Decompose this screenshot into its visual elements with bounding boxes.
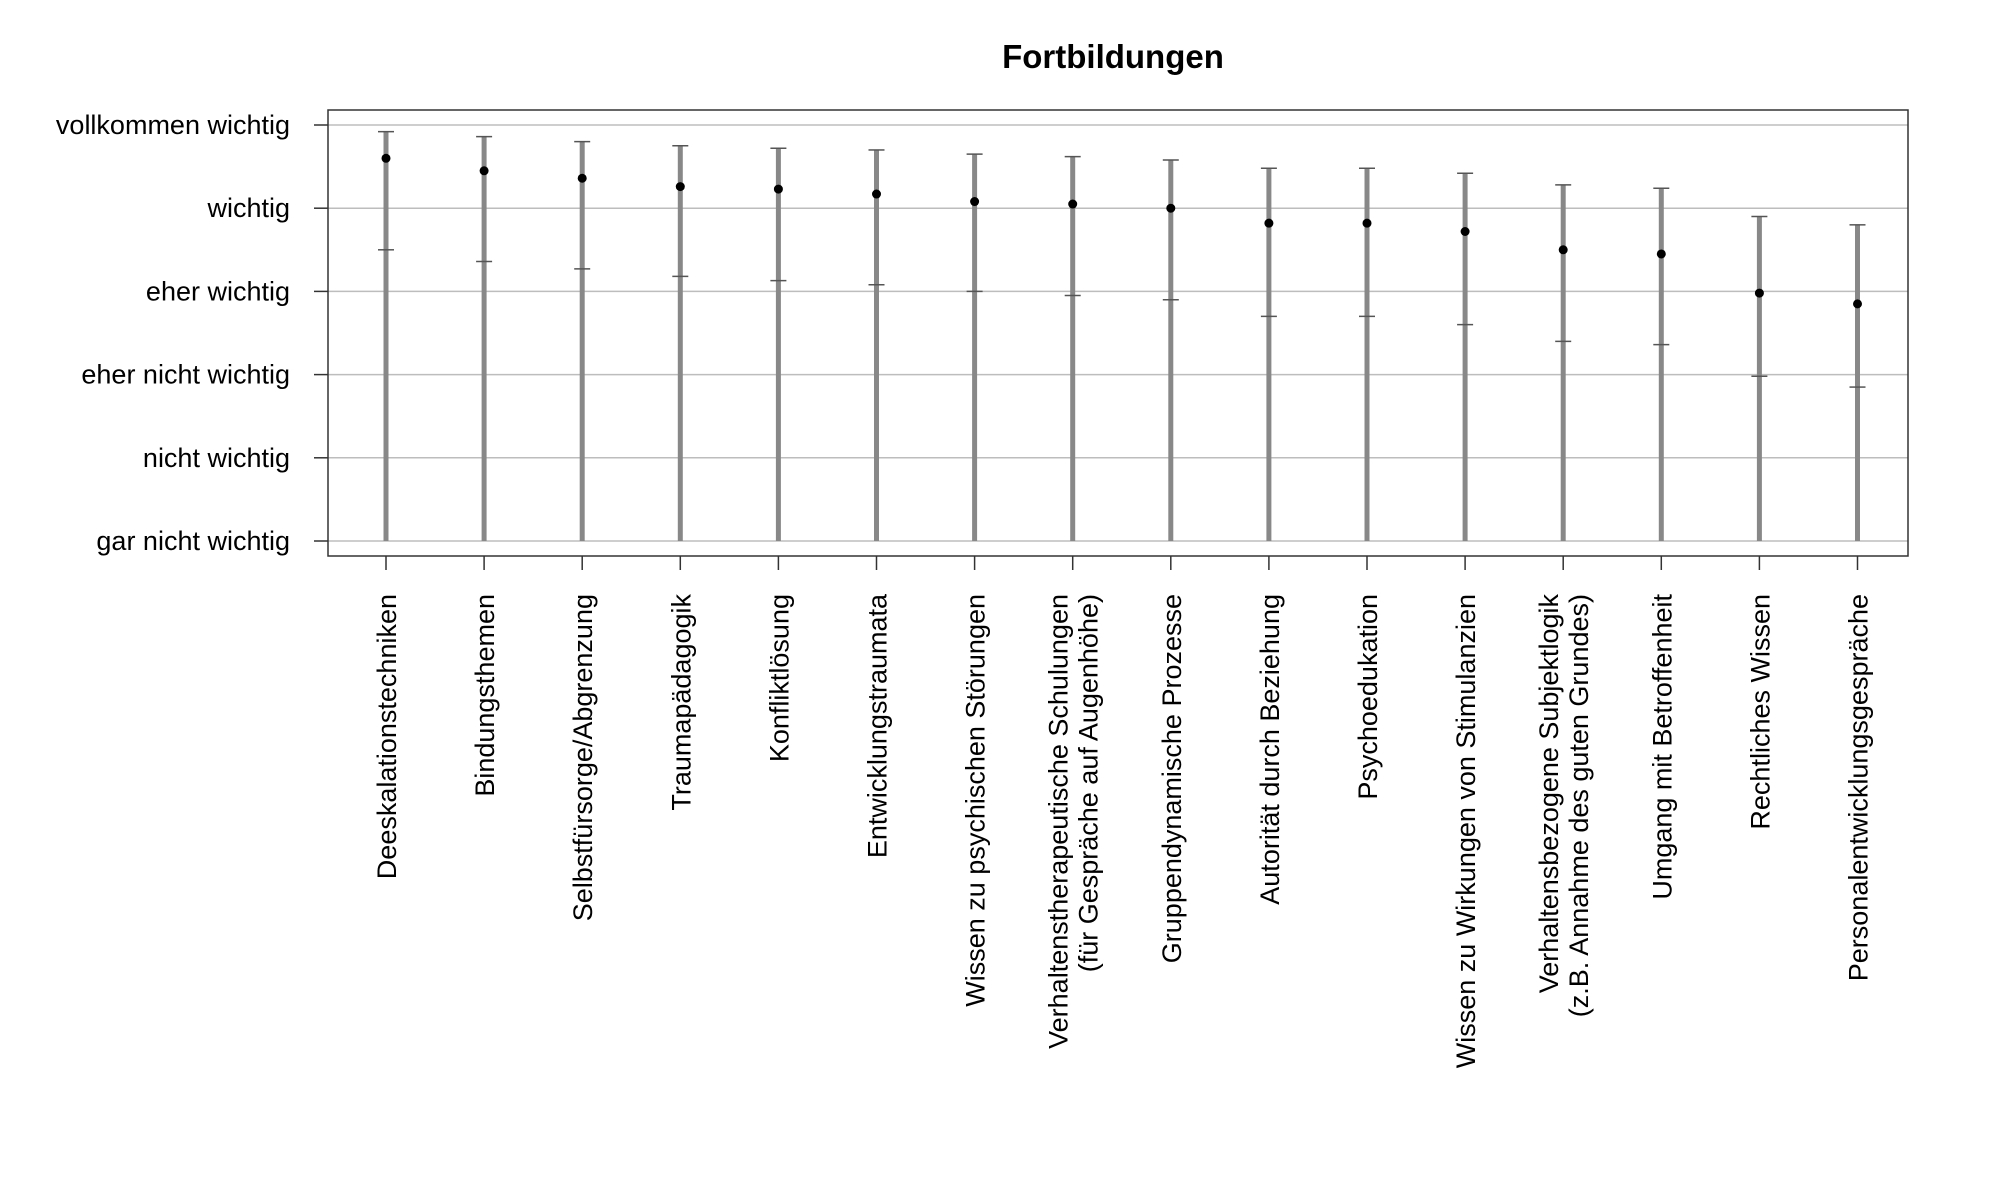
y-tick-label-2: eher nicht wichtig — [81, 360, 290, 390]
y-tick-label-1: nicht wichtig — [143, 443, 290, 473]
x-tick-label-5: Entwicklungstraumata — [863, 593, 893, 858]
mean-points — [381, 153, 1862, 309]
x-tick-label-4: Konfliktlösung — [764, 594, 794, 762]
mean-point-2 — [577, 173, 587, 183]
y-tick-label-3: eher wichtig — [146, 276, 290, 306]
mean-point-12 — [1558, 245, 1568, 255]
x-tick-label-11: Wissen zu Wirkungen von Stimulanzien — [1451, 594, 1481, 1068]
mean-point-1 — [479, 166, 489, 176]
mean-point-5 — [872, 189, 881, 199]
x-tick-label-8: Gruppendynamische Prozesse — [1157, 594, 1187, 963]
x-tick-label-12-line-1: (z.B. Annahme des guten Grundes) — [1564, 594, 1594, 1017]
y-axis: gar nicht wichtig nicht wichtig eher nicht… — [56, 110, 328, 556]
x-axis: Deeskalationstechniken Bindungsthemen Selb… — [372, 556, 1874, 1068]
mean-point-14 — [1754, 288, 1764, 298]
mean-point-11 — [1460, 226, 1470, 236]
x-tick-label-12-line-0: Verhaltensbezogene Subjektlogik — [1534, 594, 1564, 994]
mean-point-10 — [1362, 218, 1372, 228]
x-tick-label-2: Selbstfürsorge/Abgrenzung — [568, 594, 598, 921]
x-tick-label-6: Wissen zu psychischen Störungen — [961, 594, 991, 1007]
mean-point-13 — [1656, 249, 1666, 259]
x-tick-label-10: Psychoedukation — [1353, 594, 1383, 800]
gridlines — [328, 124, 1908, 542]
chart-title: Fortbildungen — [1002, 38, 1224, 75]
x-tick-label-3: Traumapädagogik — [666, 594, 696, 811]
mean-point-8 — [1166, 203, 1176, 213]
x-tick-label-1: Bindungsthemen — [470, 594, 500, 797]
x-tick-label-0: Deeskalationstechniken — [372, 594, 402, 879]
x-tick-label-13: Umgang mit Betroffenheit — [1647, 594, 1677, 900]
mean-point-4 — [773, 184, 783, 194]
x-tick-label-15: Personalentwicklungsgespräche — [1844, 594, 1874, 981]
y-tick-label-0: gar nicht wichtig — [96, 526, 290, 556]
x-tick-label-14: Rechtliches Wissen — [1745, 594, 1775, 830]
mean-point-9 — [1264, 218, 1274, 228]
plot-frame — [327, 109, 1909, 557]
mean-point-3 — [675, 182, 685, 192]
range-bars — [383, 131, 1860, 541]
y-tick-label-5: vollkommen wichtig — [56, 110, 290, 140]
error-whiskers — [378, 130, 1866, 388]
mean-point-6 — [970, 197, 980, 207]
x-tick-label-9: Autorität durch Beziehung — [1255, 594, 1285, 905]
x-tick-label-7-line-0: Verhaltenstherapeutische Schulungen — [1044, 594, 1074, 1049]
mean-point-0 — [381, 153, 391, 163]
mean-point-7 — [1068, 199, 1078, 209]
y-tick-label-4: wichtig — [206, 193, 290, 223]
mean-point-15 — [1853, 299, 1862, 309]
x-tick-label-7-line-1: (für Gespräche auf Augenhöhe) — [1074, 594, 1104, 972]
